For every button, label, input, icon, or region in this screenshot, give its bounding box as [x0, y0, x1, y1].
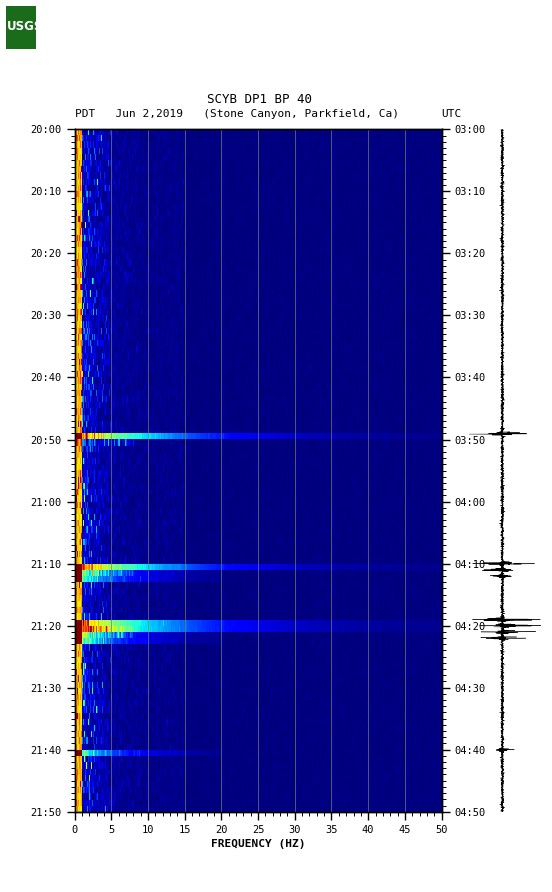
Text: UTC: UTC: [442, 109, 462, 120]
FancyBboxPatch shape: [6, 6, 36, 49]
X-axis label: FREQUENCY (HZ): FREQUENCY (HZ): [211, 839, 305, 849]
Text: PDT   Jun 2,2019   (Stone Canyon, Parkfield, Ca): PDT Jun 2,2019 (Stone Canyon, Parkfield,…: [75, 109, 399, 120]
Text: SCYB DP1 BP 40: SCYB DP1 BP 40: [207, 94, 312, 106]
Text: USGS: USGS: [7, 21, 44, 33]
